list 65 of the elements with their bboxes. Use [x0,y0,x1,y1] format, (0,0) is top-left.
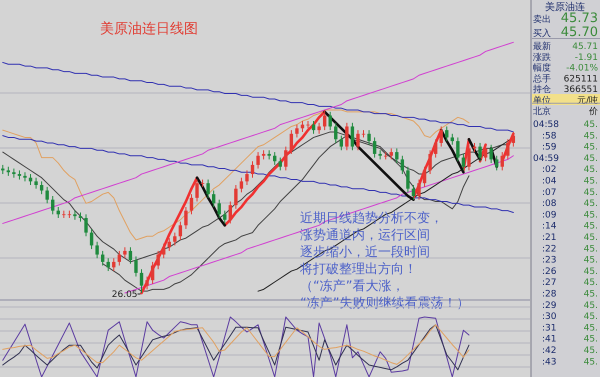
text: :28 [542,290,557,300]
text: :02 [542,165,556,176]
text: 45.70 [560,25,598,40]
text: 45. [584,233,598,243]
text: -1.91 [574,52,598,63]
text: 45. [584,346,598,356]
text: 45. [584,154,598,164]
text: :07 [542,188,556,198]
text: :41 [542,334,556,345]
text: 买入 [533,28,551,39]
text: 45. [584,176,598,186]
text: :04 [542,176,557,186]
text: :42 [542,346,556,356]
text: 45. [584,290,598,300]
text: 45. [584,334,598,345]
text: 北京 [533,106,551,117]
text: :26 [542,266,557,277]
text: 45. [584,142,598,153]
text: 持仓 [533,84,551,96]
text: 美原油连 [545,1,585,13]
text: 卖出 [533,14,551,25]
text: 价 [588,106,598,117]
text: :22 [542,244,556,254]
text: :09 [542,210,557,220]
text: 45. [584,120,598,130]
text: 625111 [564,74,598,84]
text: 45. [584,210,598,220]
text: 04:58 [533,120,560,130]
text: :59 [542,142,557,153]
text: 04:59 [533,154,560,164]
text: 最新 [533,41,551,52]
text: :08 [542,199,557,210]
text: 45. [584,222,598,232]
text: 45.71 [572,42,598,52]
text: 45. [584,131,598,142]
text: 45. [584,278,598,288]
annotation: 将打破整理出方向！ [299,261,417,277]
text: 45. [584,300,598,311]
text: 366551 [564,85,598,96]
text: :30 [542,312,557,322]
text: 45. [584,199,598,210]
text: :14 [542,222,557,232]
text: 45. [584,256,598,266]
text: -4.01% [566,64,598,74]
text: 45. [584,357,598,368]
text: 45. [584,323,598,334]
text: 45. [584,244,598,254]
text: :27 [542,278,556,288]
text: 45. [584,312,598,322]
text: 涨跌 [533,52,551,63]
text: :21 [542,233,556,243]
text: :43 [542,357,556,368]
text: 45. [584,165,598,176]
text: :58 [542,131,557,142]
text: :23 [542,256,556,266]
text: :29 [542,300,557,311]
annotation: （“冻产”看大涨， [300,279,404,294]
text: 45. [584,188,598,198]
chart-title: 美原油连日线图 [100,21,198,37]
text: 45.73 [560,11,598,26]
text: 45. [584,266,598,277]
text: 幅度 [533,62,551,74]
text: 总手 [532,73,551,84]
annotation: 26.05 [112,290,138,300]
text: :31 [542,323,556,334]
